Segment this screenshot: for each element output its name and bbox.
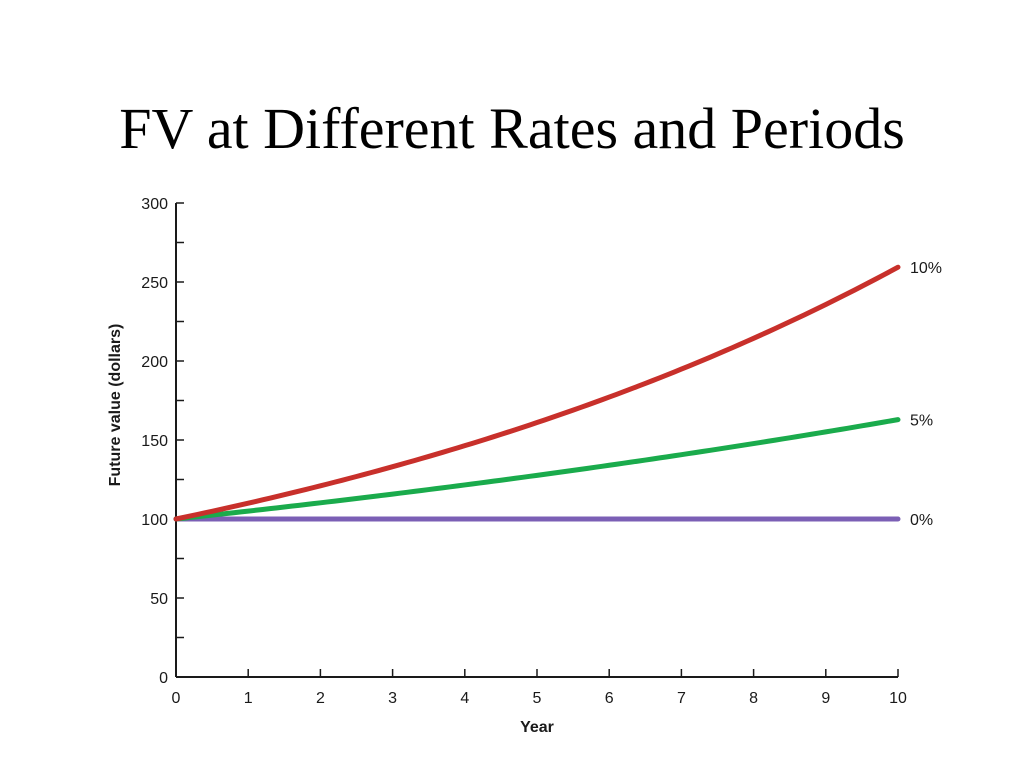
series-lines: [173, 264, 901, 522]
y-axis-title: Future value (dollars): [107, 324, 124, 487]
y-axis: 0 50 100 150 200 250 300: [141, 196, 184, 687]
series-line-5pct: [173, 417, 901, 522]
x-axis: 0 1 2 3 4 5 6 7 8 9 10: [172, 669, 907, 707]
series-labels: 0% 5% 10%: [910, 260, 942, 529]
series-label-5pct: 5%: [910, 413, 933, 430]
series-label-10pct: 10%: [910, 260, 942, 277]
y-tick-label: 300: [141, 196, 168, 213]
x-tick-label: 10: [889, 690, 907, 707]
y-tick-label: 250: [141, 275, 168, 292]
x-tick-label: 8: [749, 690, 758, 707]
series-label-0pct: 0%: [910, 512, 933, 529]
y-tick-label: 100: [141, 512, 168, 529]
y-tick-label: 200: [141, 354, 168, 371]
x-tick-label: 7: [677, 690, 686, 707]
x-tick-label: 3: [388, 690, 397, 707]
x-tick-label: 0: [172, 690, 181, 707]
y-tick-label: 150: [141, 433, 168, 450]
x-tick-label: 9: [821, 690, 830, 707]
y-tick-label: 50: [150, 591, 168, 608]
y-tick-label: 0: [159, 670, 168, 687]
x-tick-label: 5: [533, 690, 542, 707]
x-tick-label: 6: [605, 690, 614, 707]
series-line-10pct: [173, 264, 901, 522]
x-tick-label: 4: [460, 690, 469, 707]
x-axis-title: Year: [520, 719, 554, 736]
slide-title: FV at Different Rates and Periods: [119, 96, 905, 161]
x-tick-label: 1: [244, 690, 253, 707]
x-tick-label: 2: [316, 690, 325, 707]
